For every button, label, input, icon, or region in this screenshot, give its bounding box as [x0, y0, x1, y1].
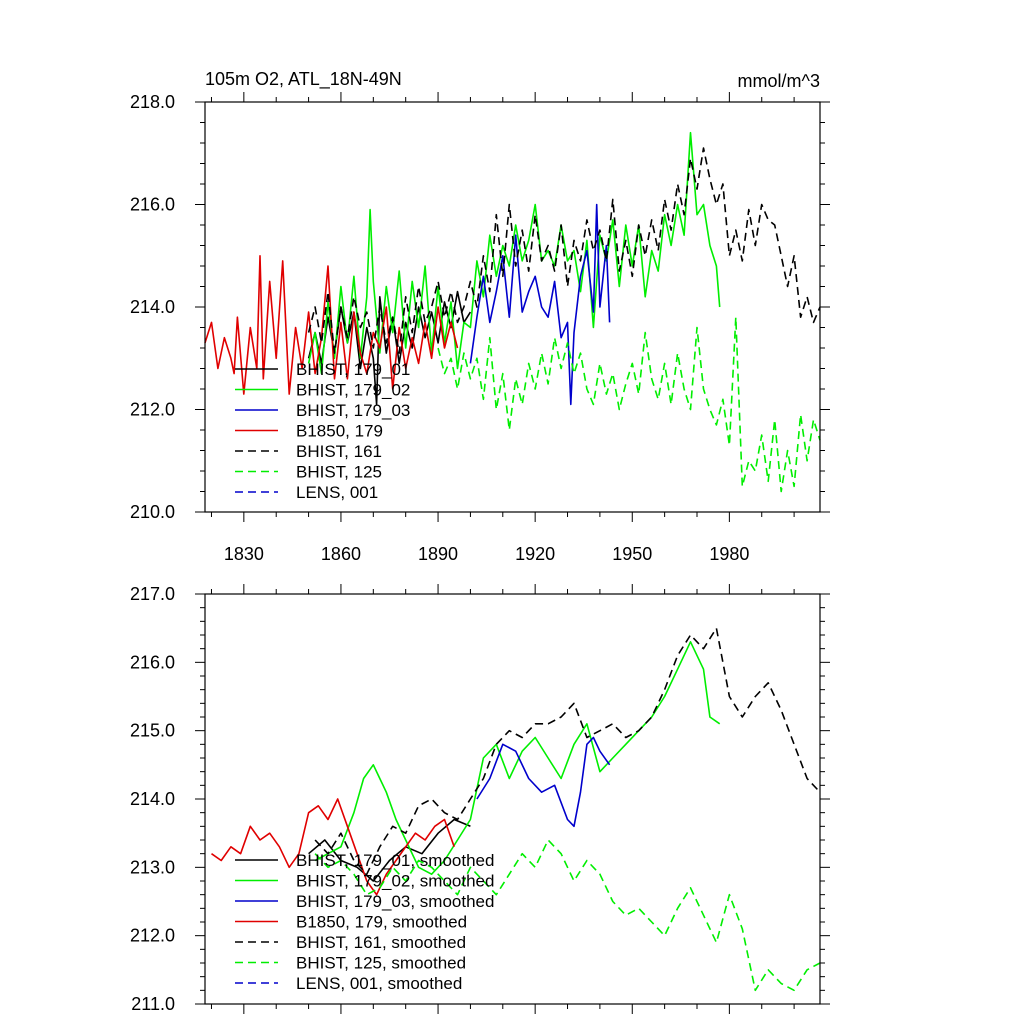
y-tick-label: 216.0 — [130, 195, 175, 215]
y-tick-label: 215.0 — [130, 721, 175, 741]
y-tick-label: 214.0 — [130, 297, 175, 317]
x-tick-label: 1980 — [709, 544, 749, 564]
series-line-bhist-161-smoothed — [314, 627, 821, 876]
series-line-b1850-179 — [204, 255, 459, 395]
legend-label: BHIST, 161 — [296, 442, 382, 461]
y-tick-label: 216.0 — [130, 652, 175, 672]
y-tick-label: 212.0 — [130, 926, 175, 946]
series-line-bhist-125-smoothed — [314, 839, 821, 992]
legend-label: BHIST, 179_01, smoothed — [296, 851, 494, 870]
x-tick-label: 1920 — [515, 544, 555, 564]
legend-label: B1850, 179, smoothed — [296, 913, 467, 932]
legend-label: BHIST, 125, smoothed — [296, 954, 466, 973]
y-tick-label: 213.0 — [130, 857, 175, 877]
y-tick-label: 217.0 — [130, 584, 175, 604]
y-tick-label: 211.0 — [131, 994, 175, 1014]
legend-label: LENS, 001, smoothed — [296, 974, 462, 993]
legend-label: BHIST, 179_03, smoothed — [296, 892, 494, 911]
x-tick-label: 1890 — [418, 544, 458, 564]
series-line-bhist-179-02-smoothed — [314, 640, 721, 876]
series-line-bhist-125 — [437, 316, 821, 493]
bottom-panel-series — [211, 627, 821, 992]
legend-label: BHIST, 125 — [296, 463, 382, 482]
y-tick-label: 214.0 — [130, 789, 175, 809]
x-tick-label: 1830 — [224, 544, 264, 564]
bottom-panel: 211.0 212.0 213.0 214.0 215.0 216.0 217.0 BHIS… — [130, 584, 830, 1014]
bottom-panel-legend: BHIST, 179_01, smoothed BHIST, 179_02, sm… — [235, 851, 494, 993]
top-panel: 105m O2, ATL_18N-49N mmol/m^3 210.0 212.0… — [130, 69, 830, 564]
y-tick-label: 212.0 — [130, 400, 175, 420]
top-panel-title: 105m O2, ATL_18N-49N — [205, 69, 402, 90]
series-line-b1850-179-smoothed — [211, 798, 455, 896]
series-line-bhist-179-02 — [307, 131, 721, 375]
top-panel-ticks: 210.0 212.0 214.0 216.0 218.0 1830 1860 1890 192… — [130, 92, 830, 564]
legend-label: BHIST, 179_02, smoothed — [296, 872, 494, 891]
legend-label: BHIST, 161, smoothed — [296, 933, 466, 952]
bottom-panel-ticks: 211.0 212.0 213.0 214.0 215.0 216.0 217.0 — [130, 584, 830, 1014]
x-tick-label: 1860 — [321, 544, 361, 564]
legend-label: BHIST, 179_03 — [296, 401, 410, 420]
legend-label: BHIST, 179_01 — [296, 360, 410, 379]
y-tick-label: 218.0 — [130, 92, 175, 112]
series-line-bhist-161 — [307, 147, 821, 354]
series-line-bhist-179-03 — [469, 203, 611, 406]
legend-label: BHIST, 179_02 — [296, 381, 410, 400]
top-panel-series — [204, 131, 821, 493]
top-panel-units: mmol/m^3 — [738, 71, 820, 91]
legend-label: B1850, 179 — [296, 422, 383, 441]
series-line-bhist-179-01-smoothed — [308, 818, 471, 882]
y-tick-label: 210.0 — [130, 502, 175, 522]
x-tick-label: 1950 — [612, 544, 652, 564]
series-line-bhist-179-03-smoothed — [476, 736, 611, 828]
legend-label: LENS, 001 — [296, 483, 378, 502]
